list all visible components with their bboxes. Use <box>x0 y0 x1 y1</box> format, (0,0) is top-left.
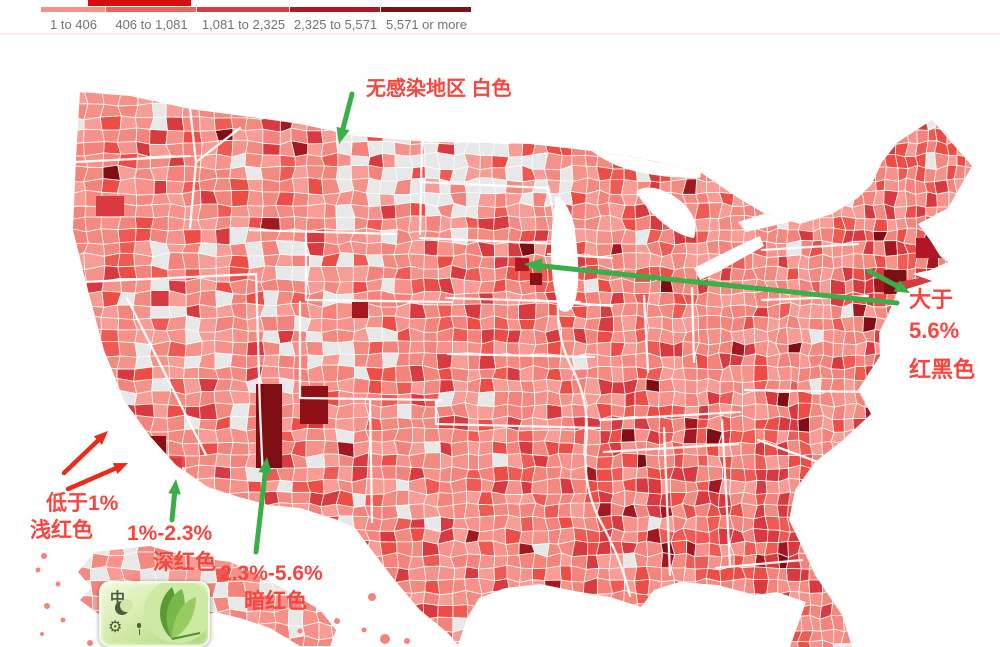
annotation-1-to-2.3pct: 1%-2.3% 深红色 <box>127 519 216 577</box>
annotation-no-infection: 无感染地区 白色 <box>366 78 512 100</box>
map-legend: 1 to 406 406 to 1,081 1,081 to 2,325 2,3… <box>41 7 472 32</box>
annotation-line: 5.6% <box>909 318 960 343</box>
legend-label: 406 to 1,081 <box>115 17 188 32</box>
annotation-below-1pct: 低于1% 浅红色 <box>30 490 118 544</box>
mic-icon[interactable] <box>135 623 143 637</box>
annotation-line: 浅红色 <box>30 519 93 542</box>
legend-label: 1,081 to 2,325 <box>201 17 286 32</box>
legend-swatch-1[interactable] <box>41 7 105 12</box>
annotation-line: 大于 <box>909 287 954 312</box>
annotation-line: 2.3%-5.6% <box>220 562 323 585</box>
legend-color-bar <box>41 7 472 12</box>
moon-icon[interactable] <box>115 599 133 617</box>
islands-hawaii-aleutians[interactable] <box>35 553 411 647</box>
annotation-line: 低于1% <box>46 492 119 515</box>
annotation-line: 1%-2.3% <box>127 522 213 545</box>
legend-swatch-2[interactable] <box>106 7 196 12</box>
ime-toolbar[interactable]: 中 ⚙ <box>99 581 210 647</box>
annotation-greater-than-5.6: 大于 5.6% 红黑色 <box>909 284 975 385</box>
header-divider <box>0 33 1000 35</box>
top-red-bar <box>88 0 191 6</box>
legend-label: 5,571 or more <box>386 17 467 32</box>
legend-swatch-3[interactable] <box>197 7 289 12</box>
legend-swatch-4[interactable] <box>290 7 380 12</box>
annotation-line: 深红色 <box>153 551 216 574</box>
leaf-graphic <box>144 583 208 643</box>
annotation-line: 红黑色 <box>909 357 976 382</box>
legend-label: 1 to 406 <box>50 17 97 32</box>
legend-swatch-5[interactable] <box>381 7 471 12</box>
legend-label: 2,325 to 5,571 <box>293 17 378 32</box>
annotation-arrows <box>61 91 910 555</box>
gear-icon[interactable]: ⚙ <box>108 619 123 636</box>
annotation-line: 暗红色 <box>244 590 307 613</box>
legend-labels: 1 to 406 406 to 1,081 1,081 to 2,325 2,3… <box>41 17 472 32</box>
annotation-2.3-to-5.6pct: 2.3%-5.6% 暗红色 <box>220 560 323 616</box>
